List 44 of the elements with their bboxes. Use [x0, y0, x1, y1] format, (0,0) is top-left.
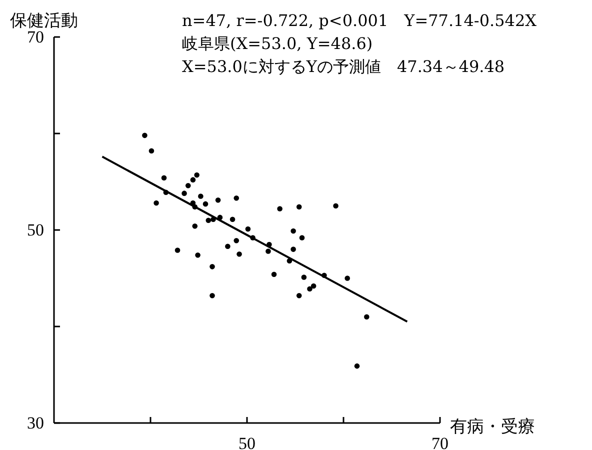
point [271, 272, 277, 278]
point [299, 235, 305, 240]
point [210, 264, 215, 270]
point [174, 248, 180, 253]
point [182, 190, 187, 196]
point [195, 252, 200, 258]
point [194, 172, 200, 178]
y-tick-label: 50 [27, 220, 44, 240]
x-axis-title: 有病・受療 [450, 417, 535, 437]
annotation: X=53.0に対するYの予測値 47.34～49.48 [182, 57, 505, 76]
point [190, 177, 196, 182]
point [301, 274, 307, 280]
point [192, 224, 198, 229]
y-tick-label: 30 [27, 413, 44, 432]
point [206, 218, 212, 223]
point [344, 276, 350, 281]
point [290, 228, 296, 234]
point [185, 182, 191, 188]
text: n=47, r=-0.722, p<0.001 Y=77.14-0.542X [182, 11, 538, 30]
point [364, 314, 370, 320]
point [296, 292, 302, 298]
point [310, 283, 316, 289]
point [202, 201, 208, 207]
point [230, 216, 236, 222]
point [154, 200, 159, 206]
point [198, 194, 204, 199]
point [234, 196, 240, 201]
point [296, 204, 302, 210]
point [266, 248, 271, 254]
point [333, 203, 338, 209]
point [245, 226, 251, 232]
point [277, 206, 282, 212]
point [215, 197, 221, 203]
point [161, 175, 167, 181]
point [210, 292, 215, 298]
point [236, 251, 242, 257]
point [142, 132, 148, 138]
point [354, 363, 360, 369]
annotation: 岐阜県(X=53.0, Y=48.6) [182, 34, 373, 53]
point [148, 148, 154, 154]
point [290, 246, 296, 252]
point [225, 244, 230, 250]
point [234, 238, 240, 244]
point [307, 286, 312, 292]
